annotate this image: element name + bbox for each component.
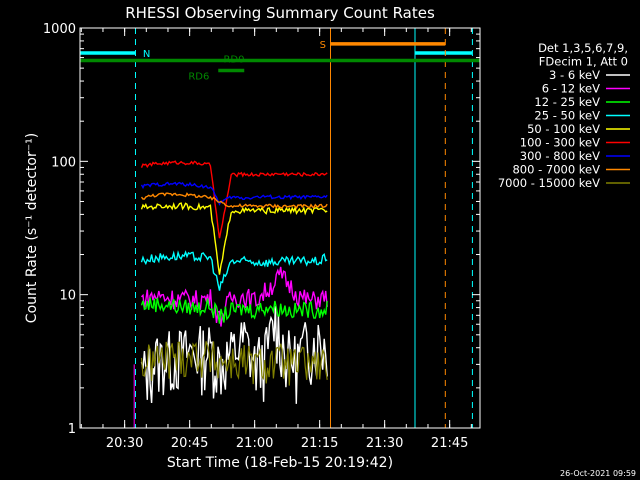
x-tick-label-0: 20:30 — [106, 436, 143, 451]
series-2-trace — [140, 297, 328, 324]
x-axis-label: Start Time (18-Feb-15 20:19:42) — [167, 455, 393, 471]
y-tick-label-3: 1000 — [43, 22, 76, 37]
x-tick-label-5: 21:45 — [431, 436, 468, 451]
series-1-trace — [140, 266, 328, 327]
axis-layer: 20:30 20:45 21:00 21:15 21:30 21:45 1 10 100 1000 — [43, 22, 480, 451]
flag-label-RD0: RD0 — [223, 55, 244, 66]
chart-title: RHESSI Observing Summary Count Rates — [125, 4, 435, 22]
legend-label-5: 100 - 300 keV — [520, 136, 600, 150]
legend-label-0: 3 - 6 keV — [549, 68, 600, 82]
legend-label-2: 12 - 25 keV — [534, 95, 600, 109]
legend-header-1: FDecim 1, Att 0 — [539, 55, 628, 69]
flag-label-RD6: RD6 — [188, 72, 209, 83]
series-7-trace — [140, 192, 328, 210]
legend-label-6: 300 - 800 keV — [520, 149, 600, 163]
legend-label-8: 7000 - 15000 keV — [498, 176, 600, 190]
flag-label-N: N — [143, 49, 150, 60]
legend-header-0: Det 1,3,5,6,7,9, — [538, 41, 628, 55]
legend: Det 1,3,5,6,7,9,FDecim 1, Att 03 - 6 keV… — [498, 41, 630, 190]
series-3-trace — [140, 250, 328, 291]
legend-label-1: 6 - 12 keV — [542, 82, 600, 96]
x-tick-label-2: 21:00 — [236, 436, 273, 451]
series-4-trace — [140, 201, 328, 275]
series-6-trace — [140, 181, 328, 206]
legend-label-3: 25 - 50 keV — [534, 109, 600, 123]
legend-label-7: 800 - 7000 keV — [512, 163, 600, 177]
x-tick-label-1: 20:45 — [171, 436, 208, 451]
legend-label-4: 50 - 100 keV — [527, 122, 600, 136]
series-8-trace — [140, 341, 328, 386]
flag-label-S: S — [320, 40, 326, 51]
flag-layer: N S RD0 RD6 — [79, 28, 480, 428]
series-5-trace — [140, 160, 328, 239]
y-tick-label-1: 10 — [59, 289, 76, 304]
x-tick-label-4: 21:30 — [366, 436, 403, 451]
generation-timestamp: 26-Oct-2021 09:59 — [560, 469, 636, 478]
plot-frame — [79, 27, 481, 429]
y-tick-label-0: 1 — [68, 422, 76, 437]
series-0-trace — [140, 306, 328, 404]
y-tick-label-2: 100 — [51, 155, 76, 170]
y-axis-label: Count Rate (s⁻¹ detector⁻¹) — [24, 133, 40, 323]
x-tick-label-3: 21:15 — [301, 436, 338, 451]
series-layer — [133, 160, 328, 428]
